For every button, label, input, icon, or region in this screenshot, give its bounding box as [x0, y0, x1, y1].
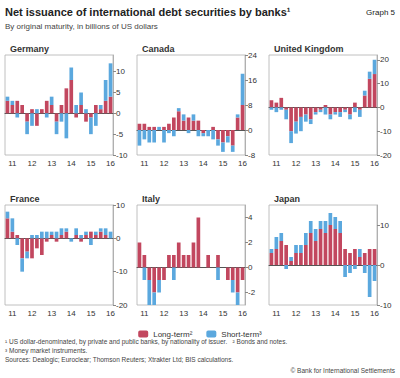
svg-text:12: 12: [28, 309, 37, 318]
svg-text:Germany: Germany: [10, 44, 49, 54]
svg-text:16: 16: [238, 309, 247, 318]
svg-text:12: 12: [160, 309, 169, 318]
svg-text:Long-term²: Long-term²: [153, 330, 192, 339]
svg-text:24: 24: [248, 51, 257, 60]
svg-text:15: 15: [86, 309, 95, 318]
svg-text:0: 0: [380, 261, 385, 270]
svg-text:13: 13: [311, 159, 320, 168]
svg-text:16: 16: [370, 159, 379, 168]
svg-text:-8: -8: [248, 151, 256, 160]
svg-text:Net issuance of international: Net issuance of international debt secur…: [5, 6, 291, 18]
svg-text:15: 15: [218, 309, 227, 318]
svg-text:11: 11: [8, 309, 17, 318]
svg-text:12: 12: [292, 159, 301, 168]
svg-text:© Bank for International Settl: © Bank for International Settlements: [290, 367, 395, 374]
svg-text:0: 0: [248, 126, 253, 135]
svg-text:8: 8: [248, 101, 253, 110]
svg-text:14: 14: [67, 309, 76, 318]
svg-text:13: 13: [47, 309, 56, 318]
svg-text:-20: -20: [380, 151, 392, 160]
svg-text:11: 11: [140, 309, 149, 318]
svg-text:10: 10: [116, 67, 125, 76]
svg-text:10: 10: [380, 221, 389, 230]
svg-text:14: 14: [331, 159, 340, 168]
svg-text:0: 0: [380, 103, 385, 112]
svg-text:Canada: Canada: [142, 44, 176, 54]
svg-text:12: 12: [160, 159, 169, 168]
svg-text:Graph 5: Graph 5: [366, 8, 395, 17]
svg-text:4: 4: [248, 213, 253, 222]
svg-text:0: 0: [116, 234, 121, 243]
svg-text:13: 13: [311, 309, 320, 318]
svg-text:-10: -10: [380, 127, 392, 136]
svg-text:Italy: Italy: [142, 194, 160, 204]
svg-text:15: 15: [218, 159, 227, 168]
svg-text:-2: -2: [248, 288, 256, 297]
svg-text:-5: -5: [116, 130, 124, 139]
svg-text:16: 16: [248, 76, 257, 85]
svg-text:By original maturity, in billi: By original maturity, in billions of US …: [5, 22, 158, 31]
svg-text:Japan: Japan: [274, 194, 300, 204]
svg-text:France: France: [10, 194, 40, 204]
svg-text:13: 13: [179, 159, 188, 168]
svg-text:-20: -20: [116, 301, 128, 310]
svg-text:-10: -10: [116, 151, 128, 160]
svg-text:10: 10: [380, 79, 389, 88]
svg-text:16: 16: [370, 309, 379, 318]
svg-text:15: 15: [350, 159, 359, 168]
svg-text:16: 16: [106, 159, 115, 168]
svg-text:14: 14: [199, 309, 208, 318]
svg-text:10: 10: [116, 201, 125, 210]
svg-text:11: 11: [272, 309, 281, 318]
svg-text:14: 14: [199, 159, 208, 168]
svg-text:2: 2: [248, 238, 253, 247]
svg-text:13: 13: [47, 159, 56, 168]
svg-text:United Kingdom: United Kingdom: [274, 44, 344, 54]
svg-text:12: 12: [292, 309, 301, 318]
svg-text:11: 11: [8, 159, 17, 168]
svg-text:-10: -10: [116, 267, 128, 276]
svg-text:11: 11: [140, 159, 149, 168]
svg-text:15: 15: [86, 159, 95, 168]
svg-text:12: 12: [28, 159, 37, 168]
svg-text:20: 20: [380, 55, 389, 64]
svg-text:Short-term³: Short-term³: [221, 330, 262, 339]
svg-text:16: 16: [238, 159, 247, 168]
svg-text:0: 0: [248, 263, 253, 272]
svg-text:³ Money market instruments.: ³ Money market instruments.: [5, 347, 88, 355]
svg-text:5: 5: [116, 88, 121, 97]
svg-text:¹ US dollar-denominated, by pr: ¹ US dollar-denominated, by private and …: [5, 338, 287, 346]
svg-text:13: 13: [179, 309, 188, 318]
svg-text:14: 14: [67, 159, 76, 168]
svg-text:Sources: Dealogic; Euroclear;: Sources: Dealogic; Euroclear; Thomson Re…: [5, 356, 233, 364]
svg-text:0: 0: [116, 109, 121, 118]
svg-text:14: 14: [331, 309, 340, 318]
svg-text:16: 16: [106, 309, 115, 318]
svg-text:11: 11: [272, 159, 281, 168]
svg-text:-10: -10: [380, 301, 392, 310]
svg-text:15: 15: [350, 309, 359, 318]
